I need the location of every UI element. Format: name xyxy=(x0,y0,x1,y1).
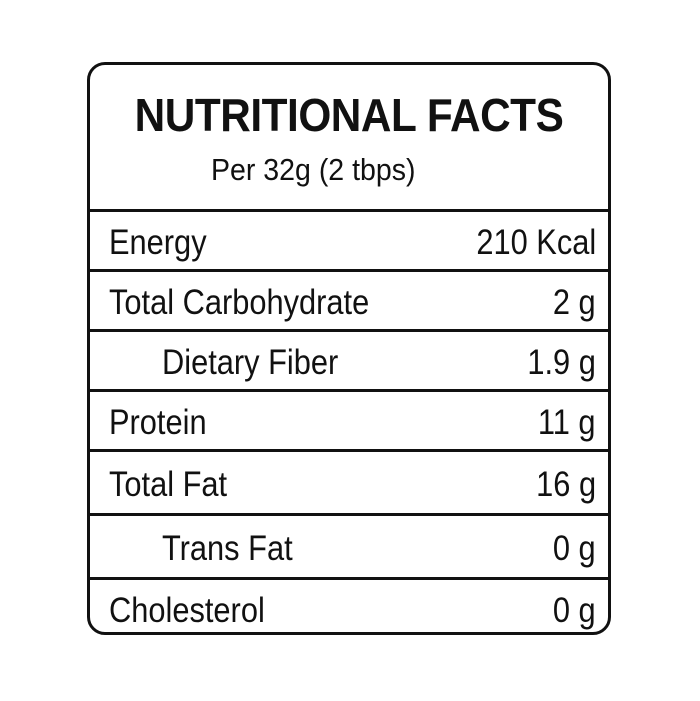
nutrient-name: Energy xyxy=(109,222,207,262)
nutrient-row-protein: Protein 11 g xyxy=(90,389,608,449)
nutrient-row-energy: Energy 210 Kcal xyxy=(90,209,608,269)
nutrient-value: 0 g xyxy=(553,591,596,630)
nutrient-value: 0 g xyxy=(553,528,596,568)
nutrient-row-dietary-fiber: Dietary Fiber 1.9 g xyxy=(90,329,608,389)
nutrient-row-cholesterol: Cholesterol 0 g xyxy=(90,577,608,632)
nutrient-name: Protein xyxy=(109,402,207,442)
nutrient-value: 16 g xyxy=(536,464,596,504)
nutrient-value: 1.9 g xyxy=(527,342,596,382)
nutrient-row-trans-fat: Trans Fat 0 g xyxy=(90,513,608,577)
nutrient-name: Total Carbohydrate xyxy=(109,282,370,322)
nutrient-value: 2 g xyxy=(553,282,596,322)
nutrient-row-total-fat: Total Fat 16 g xyxy=(90,449,608,513)
nutrition-facts-panel: NUTRITIONAL FACTS Per 32g (2 tbps) Energ… xyxy=(87,62,611,635)
nutrient-name: Total Fat xyxy=(109,464,228,504)
serving-size: Per 32g (2 tbps) xyxy=(211,152,416,187)
nutrient-name: Trans Fat xyxy=(162,528,293,568)
nutrient-name: Dietary Fiber xyxy=(162,342,339,382)
nutrient-row-total-carbohydrate: Total Carbohydrate 2 g xyxy=(90,269,608,329)
nutrient-value: 11 g xyxy=(538,402,596,442)
nutrient-value: 210 Kcal xyxy=(476,222,596,262)
nutrition-header: NUTRITIONAL FACTS Per 32g (2 tbps) xyxy=(90,65,608,209)
nutrient-name: Cholesterol xyxy=(109,591,265,630)
nutrition-title: NUTRITIONAL FACTS xyxy=(134,89,564,141)
